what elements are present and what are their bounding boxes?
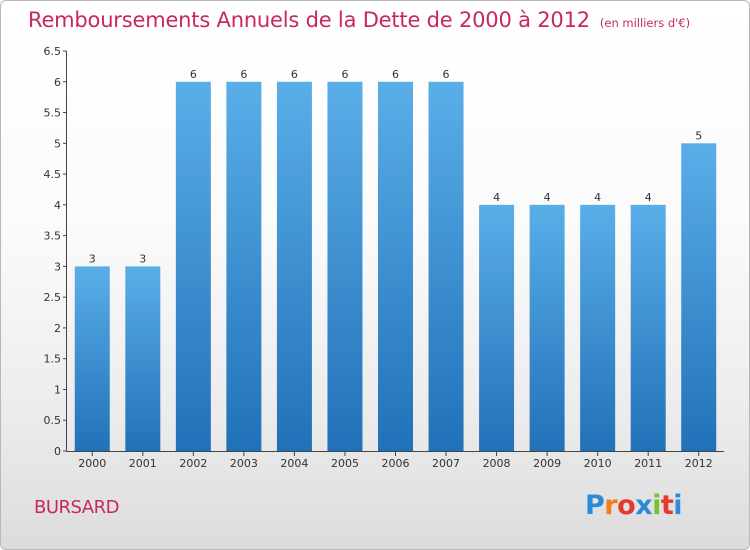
logo-letter: r [604, 490, 618, 521]
data-label-2011: 4 [645, 191, 652, 204]
data-label-2003: 6 [240, 68, 247, 81]
bar-2005 [327, 81, 363, 452]
data-label-2012: 5 [695, 129, 702, 142]
logo-letter: P [585, 490, 605, 521]
data-label-2004: 6 [291, 68, 298, 81]
y-tick-label: 0 [54, 445, 61, 458]
axes: 0 0.5 1 1.5 2 2.5 3 3.5 4 4.5 5 5.5 6 6.5 2000 2001 2002… [44, 45, 724, 470]
logo-letter: o [617, 490, 636, 521]
bar-2007 [428, 81, 464, 452]
x-tick-label: 2009 [533, 457, 561, 470]
x-tick-label: 2004 [280, 457, 308, 470]
x-tick-label: 2000 [78, 457, 106, 470]
y-tick-label: 4 [54, 199, 61, 212]
chart-title: Remboursements Annuels de la Dette de 20… [28, 8, 690, 32]
bar-2010 [580, 204, 616, 451]
bar-2011 [630, 204, 666, 451]
y-tick-label: 1.5 [44, 353, 62, 366]
bar-2002 [175, 81, 211, 452]
data-label-2009: 4 [544, 191, 551, 204]
y-tick-label: 5.5 [44, 107, 62, 120]
data-label-2008: 4 [493, 191, 500, 204]
bar-2000 [74, 266, 110, 451]
x-tick-label: 2011 [634, 457, 662, 470]
y-tick-label: 0.5 [44, 414, 62, 427]
bar-2009 [529, 204, 565, 451]
x-tick-label: 2012 [685, 457, 713, 470]
y-tick-label: 6 [54, 76, 61, 89]
bar-2003 [226, 81, 262, 452]
bars [74, 81, 717, 452]
logo-letter: i [652, 490, 661, 521]
y-tick-label: 5 [54, 137, 61, 150]
data-labels: 3 3 6 6 6 6 6 6 4 4 4 4 5 [89, 68, 702, 266]
data-label-2002: 6 [190, 68, 197, 81]
x-tick-label: 2005 [331, 457, 359, 470]
x-tick-label: 2003 [230, 457, 258, 470]
y-tick-label: 4.5 [44, 168, 62, 181]
logo-letter: i [673, 490, 683, 521]
chart-title-text: Remboursements Annuels de la Dette de 20… [28, 8, 590, 32]
data-label-2000: 3 [89, 252, 96, 265]
y-tick-label: 1 [54, 383, 61, 396]
x-tick-label: 2008 [483, 457, 511, 470]
y-tick-label: 2 [54, 322, 61, 335]
x-tick-label: 2010 [584, 457, 612, 470]
bar-2004 [276, 81, 312, 452]
y-tick-label: 6.5 [44, 45, 62, 58]
logo-letter: t [660, 490, 674, 521]
y-tick-label: 3.5 [44, 230, 62, 243]
logo-letter: x [635, 490, 653, 521]
commune-name: BURSARD [34, 497, 119, 518]
data-label-2006: 6 [392, 68, 399, 81]
x-tick-label: 2002 [179, 457, 207, 470]
x-tick-label: 2001 [129, 457, 157, 470]
y-tick-label: 2.5 [44, 291, 62, 304]
data-label-2010: 4 [594, 191, 601, 204]
proxiti-logo: Proxiti [585, 490, 683, 521]
bar-2008 [479, 204, 515, 451]
bar-2012 [681, 143, 717, 452]
bar-2006 [378, 81, 413, 452]
y-tick-label: 3 [54, 260, 61, 273]
x-tick-label: 2007 [432, 457, 460, 470]
x-tick-label: 2006 [382, 457, 410, 470]
chart-subtitle: (en milliers d'€) [599, 16, 691, 30]
data-label-2005: 6 [341, 68, 348, 81]
data-label-2007: 6 [443, 68, 450, 81]
bar-2001 [125, 266, 161, 451]
data-label-2001: 3 [139, 252, 146, 265]
